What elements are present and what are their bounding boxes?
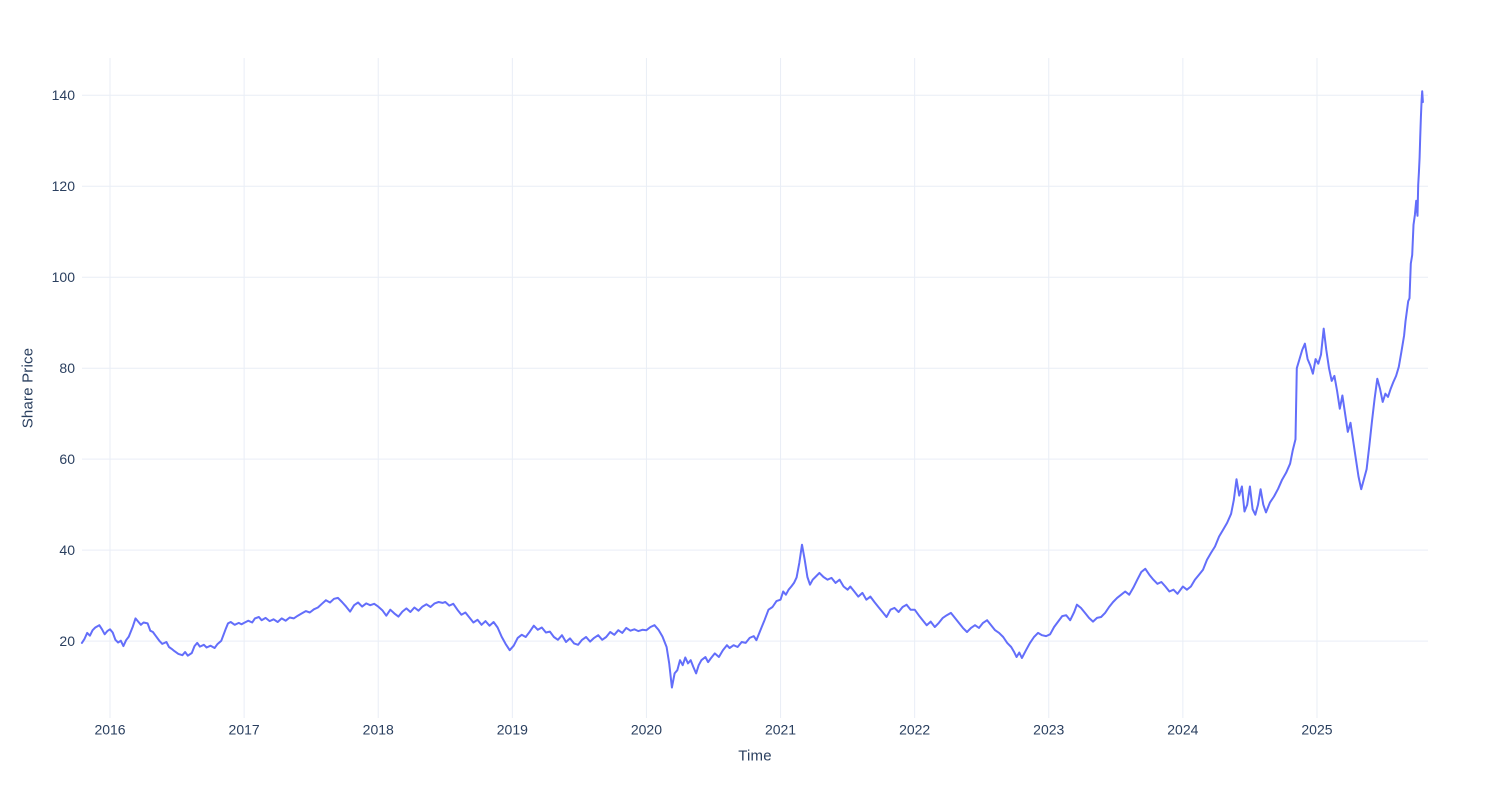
x-tick-label: 2023: [1033, 721, 1064, 737]
price-line: [80, 90, 1424, 689]
y-tick-label: 60: [59, 451, 75, 467]
y-tick-label: 20: [59, 633, 75, 649]
y-tick-label: 140: [52, 87, 76, 103]
x-tick-label: 2020: [631, 721, 662, 737]
y-tick-label: 40: [59, 542, 75, 558]
x-tick-label: 2017: [229, 721, 260, 737]
x-tick-label: 2021: [765, 721, 796, 737]
y-axis-title: Share Price: [19, 347, 37, 429]
y-tick-label: 120: [52, 178, 76, 194]
y-axis-tick-labels: 20 40 60 80 100 120 140: [52, 87, 76, 649]
y-tick-label: 80: [59, 360, 75, 376]
x-tick-label: 2022: [899, 721, 930, 737]
x-tick-label: 2018: [363, 721, 394, 737]
x-tick-label: 2024: [1167, 721, 1198, 737]
x-tick-label: 2025: [1301, 721, 1332, 737]
x-tick-label: 2016: [94, 721, 125, 737]
x-axis-tick-labels: 2016 2017 2018 2019 2020 2021 2022 2023 2024 2025: [94, 721, 1332, 737]
gridlines: [82, 58, 1428, 718]
price-line-trace: [80, 90, 1424, 689]
plot-area[interactable]: [82, 58, 1428, 718]
x-axis-title: Time: [738, 747, 772, 765]
x-tick-label: 2019: [497, 721, 528, 737]
y-tick-label: 100: [52, 269, 76, 285]
